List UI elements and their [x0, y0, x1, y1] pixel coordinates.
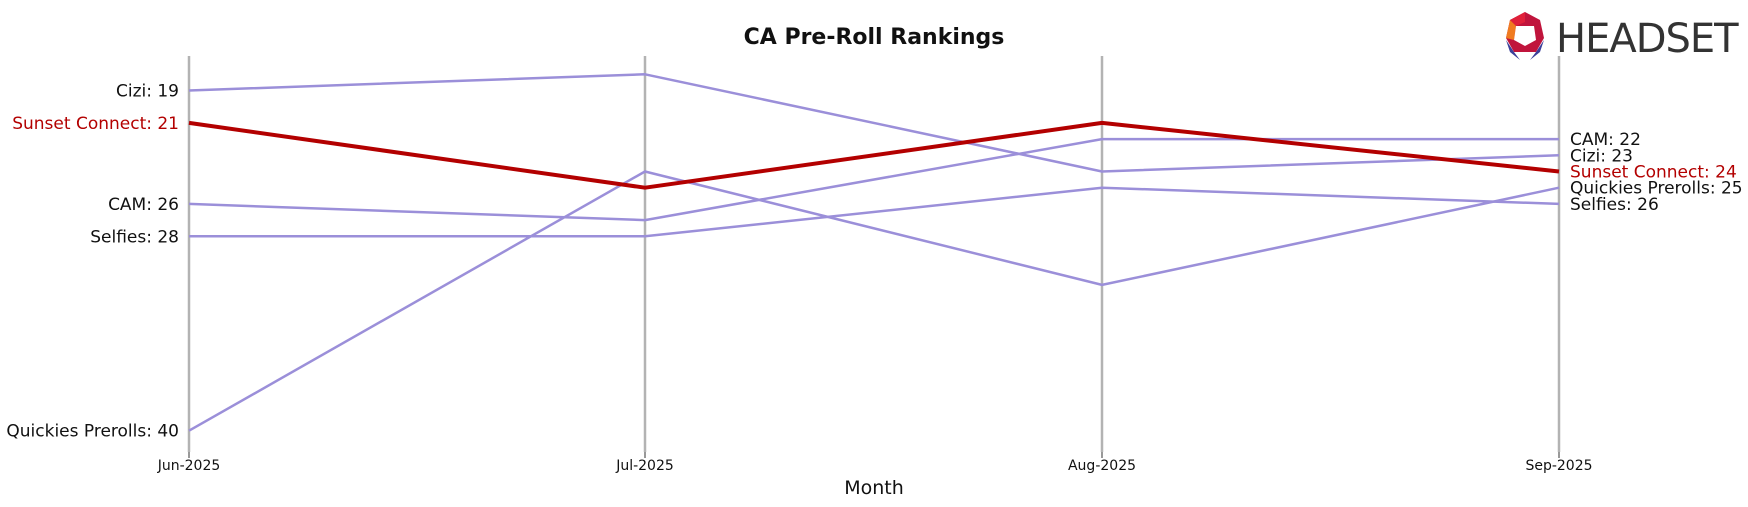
month-gridlines	[187, 56, 1561, 458]
x-tick-label: Jul-2025	[615, 458, 674, 474]
right-label: Quickies Prerolls: 25	[1570, 179, 1743, 199]
right-label: Selfies: 26	[1570, 195, 1659, 215]
series-line-sunset-connect	[188, 120, 1560, 190]
chart-title: CA Pre-Roll Rankings	[744, 25, 1005, 50]
series-line-selfies	[189, 186, 1560, 238]
right-label: Cizi: 23	[1570, 146, 1633, 166]
right-label: CAM: 22	[1570, 130, 1641, 150]
headset-logo-mark	[1506, 12, 1544, 60]
series-lines	[188, 73, 1560, 432]
left-rank-labels: Cizi: 19 Sunset Connect: 21 CAM: 26 Selfies…	[6, 82, 179, 442]
headset-logo-text: HEADSET	[1556, 16, 1739, 62]
left-label: CAM: 26	[108, 195, 179, 215]
left-label: Selfies: 28	[90, 227, 179, 247]
series-line-quickies-prerolls	[188, 170, 1560, 432]
x-tick-label: Aug-2025	[1068, 458, 1136, 474]
series-line-cizi	[188, 73, 1560, 173]
x-tick-label: Sep-2025	[1525, 458, 1592, 474]
x-tick-labels: Jun-2025 Jul-2025 Aug-2025 Sep-2025	[157, 458, 1593, 474]
right-label: Sunset Connect: 24	[1570, 163, 1737, 183]
left-label: Quickies Prerolls: 40	[6, 422, 179, 442]
left-label: Sunset Connect: 21	[12, 114, 179, 134]
left-label: Cizi: 19	[116, 82, 179, 102]
series-line-cam	[188, 137, 1559, 222]
x-tick-label: Jun-2025	[157, 458, 221, 474]
x-axis-label: Month	[844, 477, 904, 499]
headset-logo: HEADSET	[1506, 12, 1740, 62]
